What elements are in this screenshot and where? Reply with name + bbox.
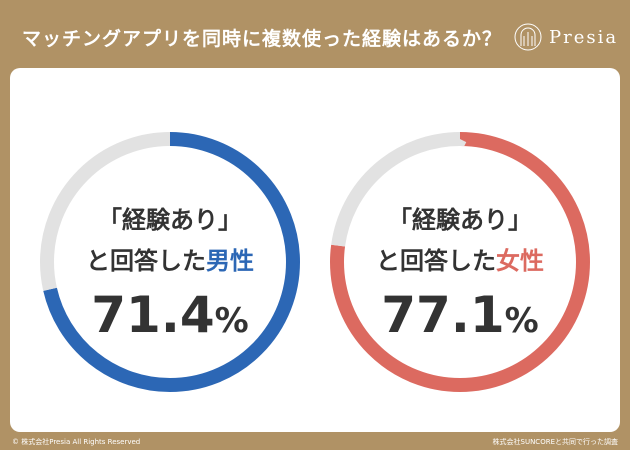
- page-title: マッチングアプリを同時に複数使った経験はあるか？: [22, 28, 503, 50]
- logo-emblem-icon: [514, 23, 542, 51]
- female-label-prefix: と回答した: [376, 247, 496, 275]
- female-slice-1: [330, 132, 590, 392]
- male-slice-1: [40, 132, 300, 392]
- male-value: 71.4: [91, 286, 215, 344]
- male-label-prefix: と回答した: [86, 247, 206, 275]
- male-unit: %: [214, 301, 249, 341]
- female-label-line1: 「経験あり」: [388, 206, 532, 234]
- source-note: 株式会社SUNCOREと共同で行った調査: [492, 438, 619, 446]
- logo-text: Presia: [549, 26, 619, 48]
- male-label: 「経験あり」 と回答した男性 71.4%: [50, 200, 290, 344]
- male-label-highlight: 男性: [206, 247, 254, 275]
- male-label-line1: 「経験あり」: [98, 206, 242, 234]
- female-label: 「経験あり」 と回答した女性 77.1%: [340, 200, 580, 344]
- copyright: © 株式会社Presia All Rights Reserved: [12, 438, 141, 446]
- female-unit: %: [504, 301, 539, 341]
- female-label-highlight: 女性: [496, 247, 544, 275]
- logo: Presia: [513, 22, 618, 52]
- female-value: 77.1: [381, 286, 505, 344]
